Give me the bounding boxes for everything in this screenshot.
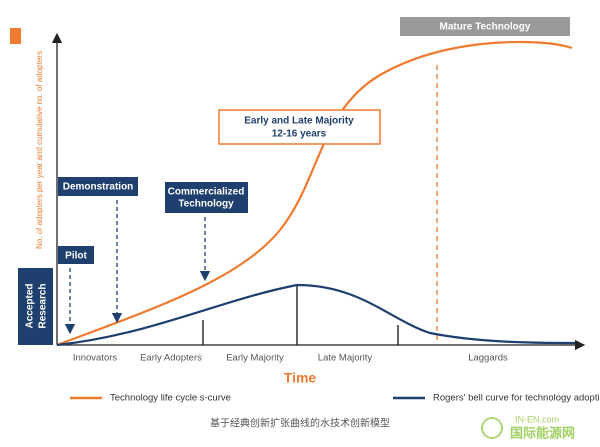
pilot-box [58, 246, 94, 264]
majority-label: Early and Late Majority [244, 116, 354, 127]
pilot-label: Pilot [65, 251, 87, 262]
x-axis-title: Time [284, 370, 317, 386]
watermark-text: 国际能源网 [510, 425, 575, 440]
phase-label: Laggards [468, 353, 508, 364]
phase-label: Innovators [73, 353, 118, 364]
legend-label: Technology life cycle s-curve [110, 393, 231, 404]
phase-label: Early Adopters [140, 353, 202, 364]
accepted-box [18, 268, 53, 345]
accepted-label: Research [38, 283, 49, 328]
mature-box [400, 17, 570, 36]
phase-label: Late Majority [318, 353, 373, 364]
corner-mark [10, 28, 21, 44]
commercialized-label: Commercialized [168, 187, 245, 198]
mature-label: Mature Technology [440, 22, 531, 33]
y-axis-label: No. of adopters per year and cumulative … [35, 51, 44, 249]
caption: 基于经典创新扩张曲线的水技术创新模型 [210, 417, 390, 430]
phase-separators [202, 285, 399, 345]
accepted-label: Accepted [25, 283, 36, 328]
commercialized-box [165, 182, 248, 213]
watermark-logo [481, 417, 503, 439]
majority-box [218, 109, 381, 145]
legend-label: Rogers' bell curve for technology adopti… [433, 393, 600, 404]
bell-curve [56, 283, 576, 347]
phase-label: Early Majority [226, 353, 284, 364]
demonstration-label: Demonstration [63, 182, 134, 193]
demonstration-box [58, 177, 138, 196]
watermark-url: IN-EN.com [515, 414, 559, 424]
majority-years: 12-16 years [272, 129, 327, 140]
commercialized-label: Technology [178, 199, 234, 210]
